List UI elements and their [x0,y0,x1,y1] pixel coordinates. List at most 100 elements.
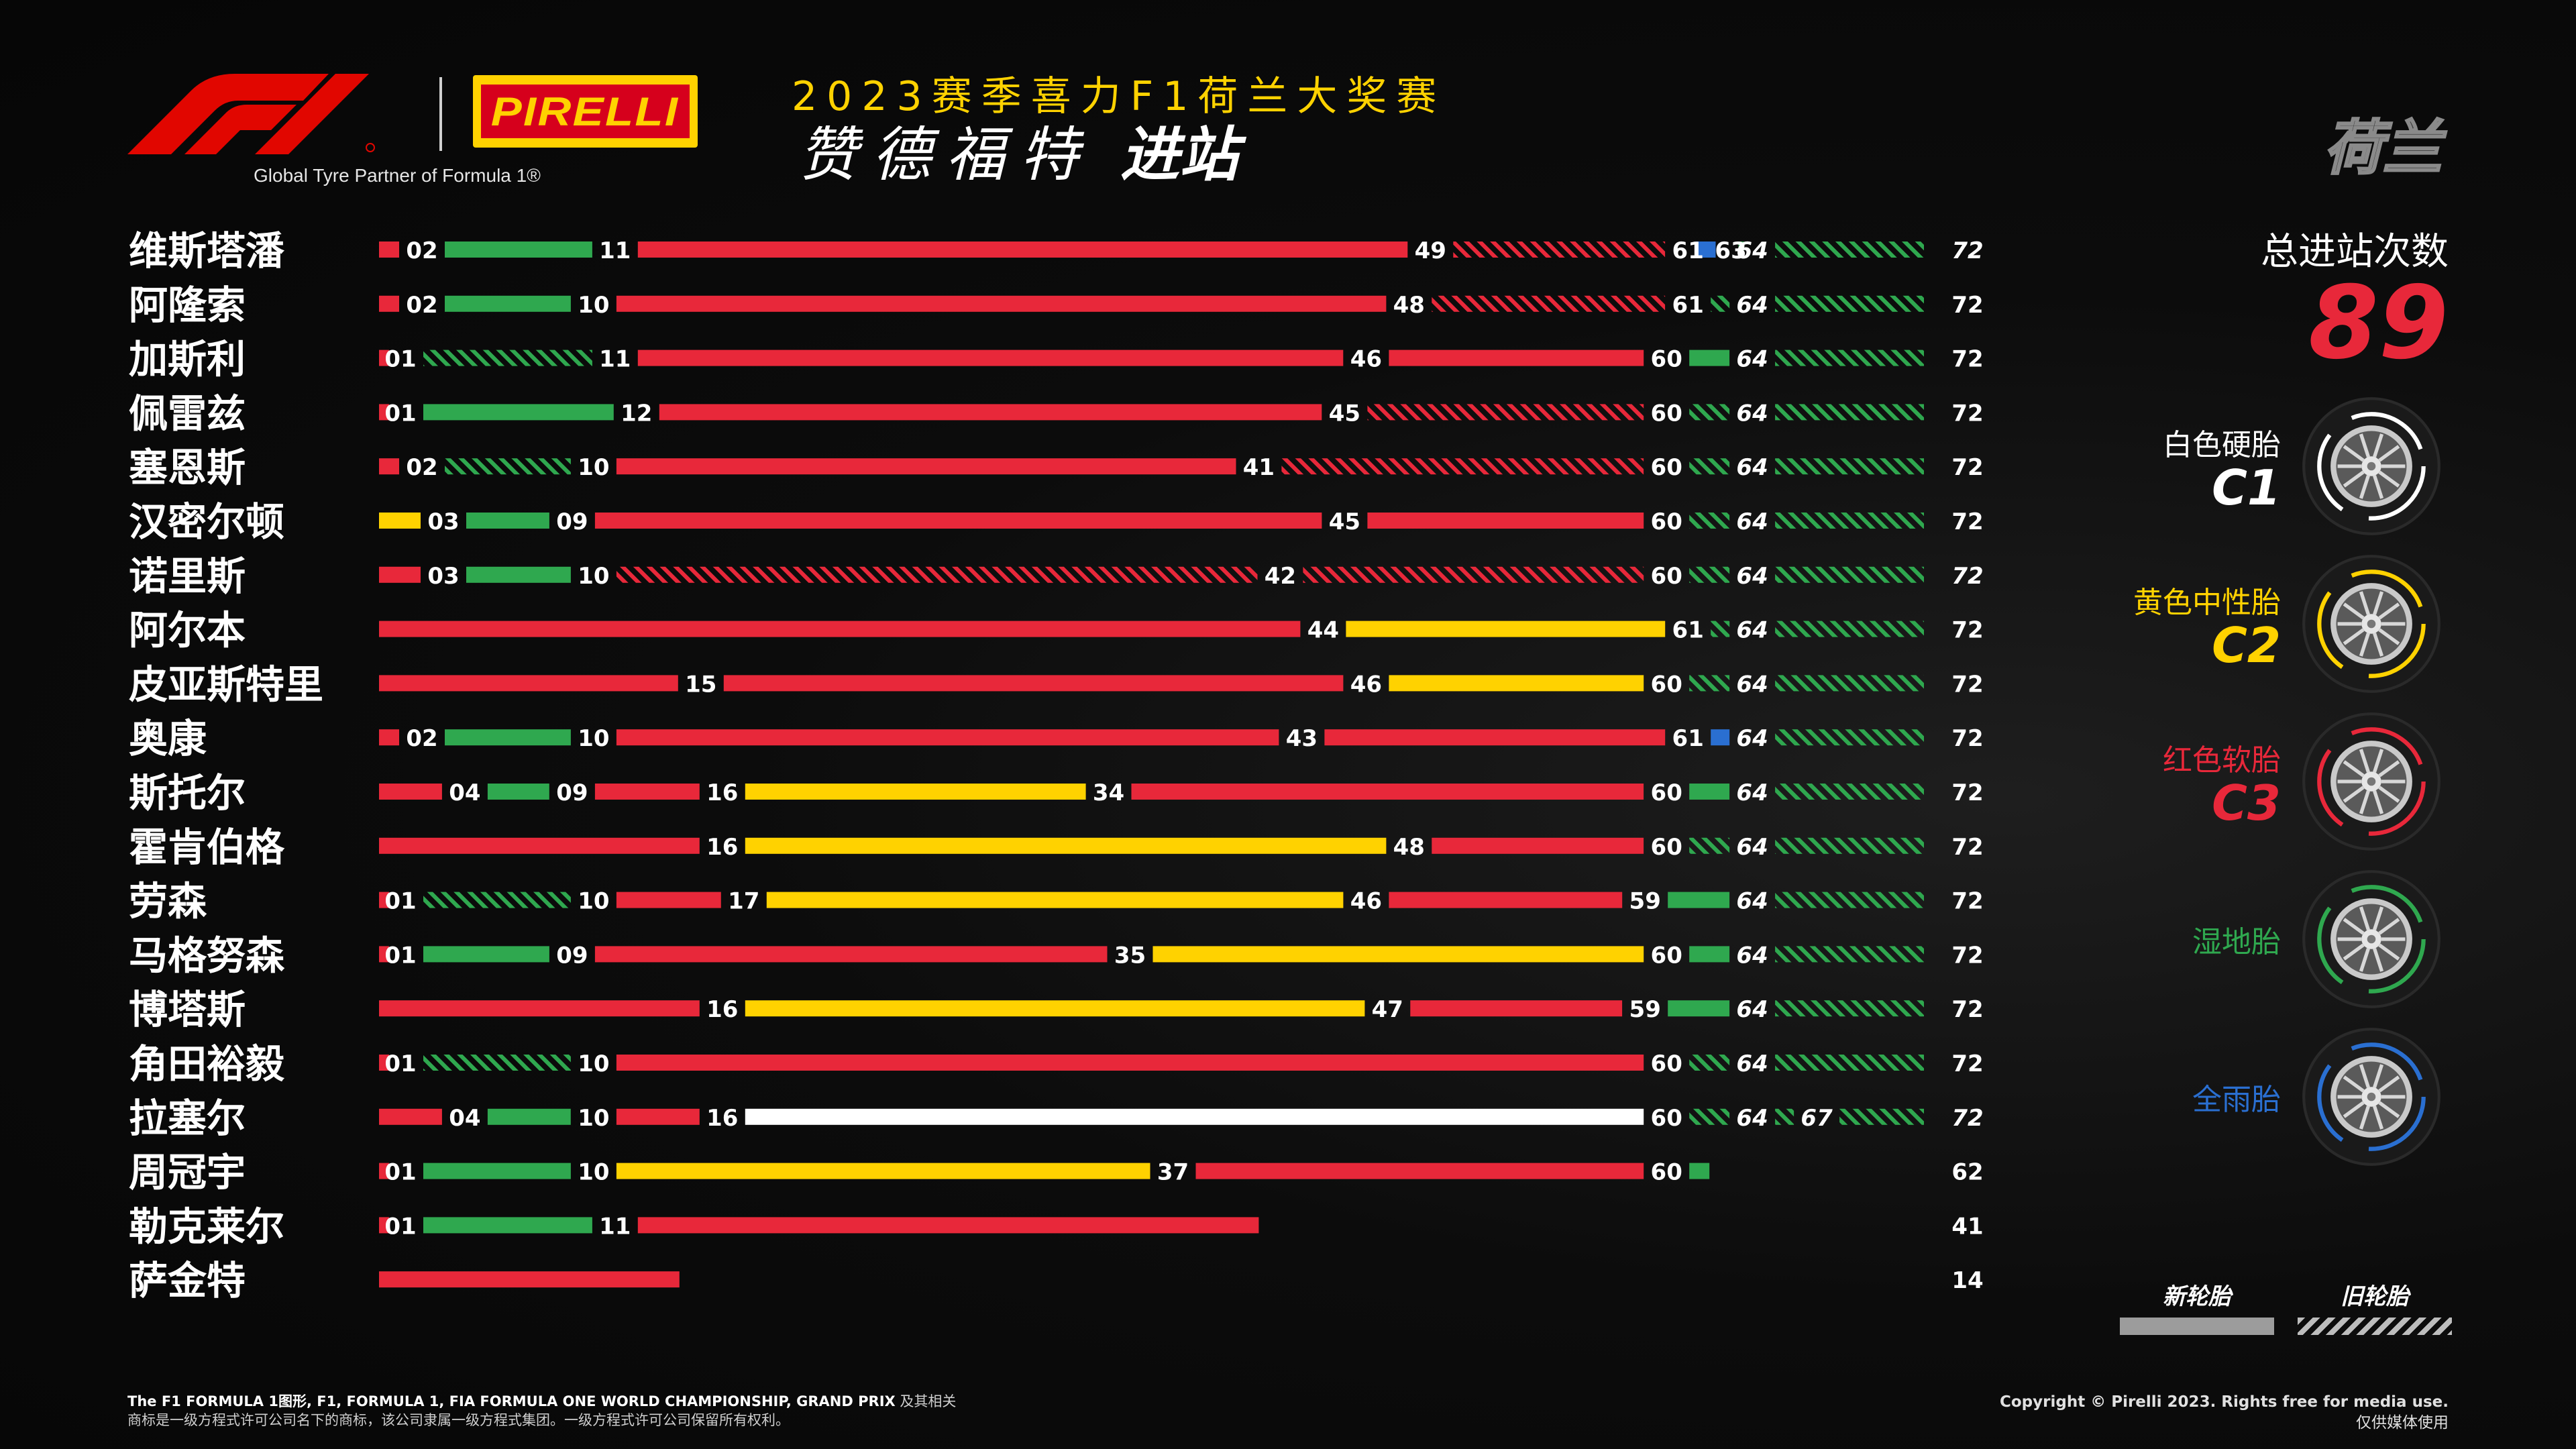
compound-hard: 白色硬胎 C1 [1838,397,2442,535]
circuit-name: 赞德福特 [798,120,1094,189]
stint-bars [379,241,1924,1288]
stint-bar [1689,404,1730,421]
pit-lap-label: 48 [1393,292,1425,319]
legend-used-swatch [2298,1318,2452,1335]
stint-bar [1389,350,1644,366]
pit-lap-label: 46 [1350,346,1382,373]
stint-bar [1775,675,1924,692]
stint-bar [1775,621,1924,637]
stint-bar [1367,404,1644,421]
pit-lap-label: 10 [578,1051,609,1077]
stint-bar [1689,946,1730,963]
stint-bar [466,513,549,529]
pit-lap-label: 09 [556,508,588,535]
header: PIRELLI Global Tyre Partner of Formula 1… [0,0,2576,201]
compound-wet: 全雨胎 [1838,1028,2442,1166]
driver-name: 马格努森 [129,932,285,978]
pit-lap-label: 64 [1736,1105,1768,1132]
pit-lap-label: 10 [578,1159,609,1186]
stint-bar [637,1217,1259,1234]
stint-bar [1367,513,1644,529]
stint-bar [1689,837,1730,854]
stint-bar [1432,295,1666,312]
finish-lap-label: 72 [1951,563,1983,590]
stint-bar [379,784,442,800]
legend-new-swatch [2120,1318,2274,1335]
stint-bar [1389,892,1623,908]
stint-bar [1775,1055,1924,1071]
pit-lap-label: 64 [1736,400,1768,427]
pit-lap-label: 01 [384,888,416,915]
stint-bar [1689,513,1730,529]
pit-lap-label: 17 [728,888,759,915]
legend-new-tyre: 新轮胎 [2120,1278,2274,1335]
finish-lap-label: 41 [1951,1213,1983,1240]
pit-lap-label: 09 [556,780,588,806]
pit-lap-label: 60 [1651,942,1682,969]
legend-new-label: 新轮胎 [2163,1283,2231,1310]
compound-text: 湿地胎 [2192,918,2281,961]
pirelli-wordmark: PIRELLI [491,89,680,134]
pit-lap-label: 15 [685,671,716,698]
logo-divider [439,77,442,151]
pit-lap-label: 11 [599,237,631,264]
stint-bar [1775,837,1924,854]
pit-lap-label: 60 [1651,834,1682,861]
pit-lap-label: 67 [1801,1105,1833,1132]
pit-lap-label: 10 [578,1105,609,1132]
pit-stop-heading: 进站 [1120,120,1239,189]
pit-lap-label: 64 [1736,292,1768,319]
total-label: 总进站次数 [2261,230,2449,274]
finish-lap-label: 72 [1951,942,1983,969]
finish-lap-label: 62 [1951,1159,1983,1186]
stint-bar [379,241,399,258]
pit-lap-label: 01 [384,942,416,969]
pit-lap-label: 42 [1265,563,1296,590]
compound-name: 黄色中性胎 [2133,586,2281,620]
pit-lap-label: 10 [578,563,609,590]
pit-lap-label: 64 [1736,617,1768,644]
stint-bar [423,1217,592,1234]
soft-tyre-icon [2302,712,2440,851]
pit-lap-label: 10 [578,725,609,752]
pit-lap-label: 60 [1651,1105,1682,1132]
pit-lap-label: 44 [1307,617,1339,644]
stint-bar [594,513,1322,529]
compound-intermediate: 湿地胎 [1838,870,2442,1008]
pit-lap-label: 64 [1736,888,1768,915]
pit-lap-label: 61 [1672,617,1704,644]
stint-bar [1668,1000,1730,1017]
stint-bar [616,566,1258,583]
stint-bar [1324,729,1666,746]
finish-lap-label: 72 [1951,780,1983,806]
pit-lap-label: 16 [706,1105,738,1132]
stint-bar [1695,241,1716,258]
copyright-text: Copyright © Pirelli 2023. Rights free fo… [2000,1393,2449,1411]
stint-bar [487,784,549,800]
driver-name: 勒克莱尔 [129,1203,284,1249]
pit-lap-label: 10 [578,888,609,915]
driver-labels: 维斯塔潘阿隆索加斯利佩雷兹塞恩斯汉密尔顿诺里斯阿尔本皮亚斯特里奥康斯托尔霍肯伯格… [129,228,323,1303]
stint-bar [1689,350,1730,366]
stint-bar [1689,1163,1710,1179]
stint-bar [594,784,700,800]
pit-lap-label: 12 [621,400,652,427]
stint-bar [423,350,592,366]
pit-lap-label: 64 [1736,1051,1768,1077]
pit-lap-label: 09 [556,942,588,969]
stint-bar [1689,458,1730,475]
media-use-text: 仅供媒体使用 [2356,1414,2449,1432]
pit-lap-label: 49 [1415,237,1446,264]
driver-name: 角田裕毅 [129,1041,285,1087]
pit-lap-label: 11 [599,346,631,373]
stint-bar [1775,241,1924,258]
pit-lap-label: 01 [384,1213,416,1240]
f1-logo [127,74,375,154]
stint-bar [1711,729,1730,746]
stint-bar [745,837,1387,854]
finish-lap-label: 14 [1951,1267,1983,1294]
stint-bar [379,892,389,908]
pit-lap-label: 61 [1672,292,1704,319]
stint-bar [379,1217,389,1234]
pit-lap-label: 04 [449,1105,480,1132]
